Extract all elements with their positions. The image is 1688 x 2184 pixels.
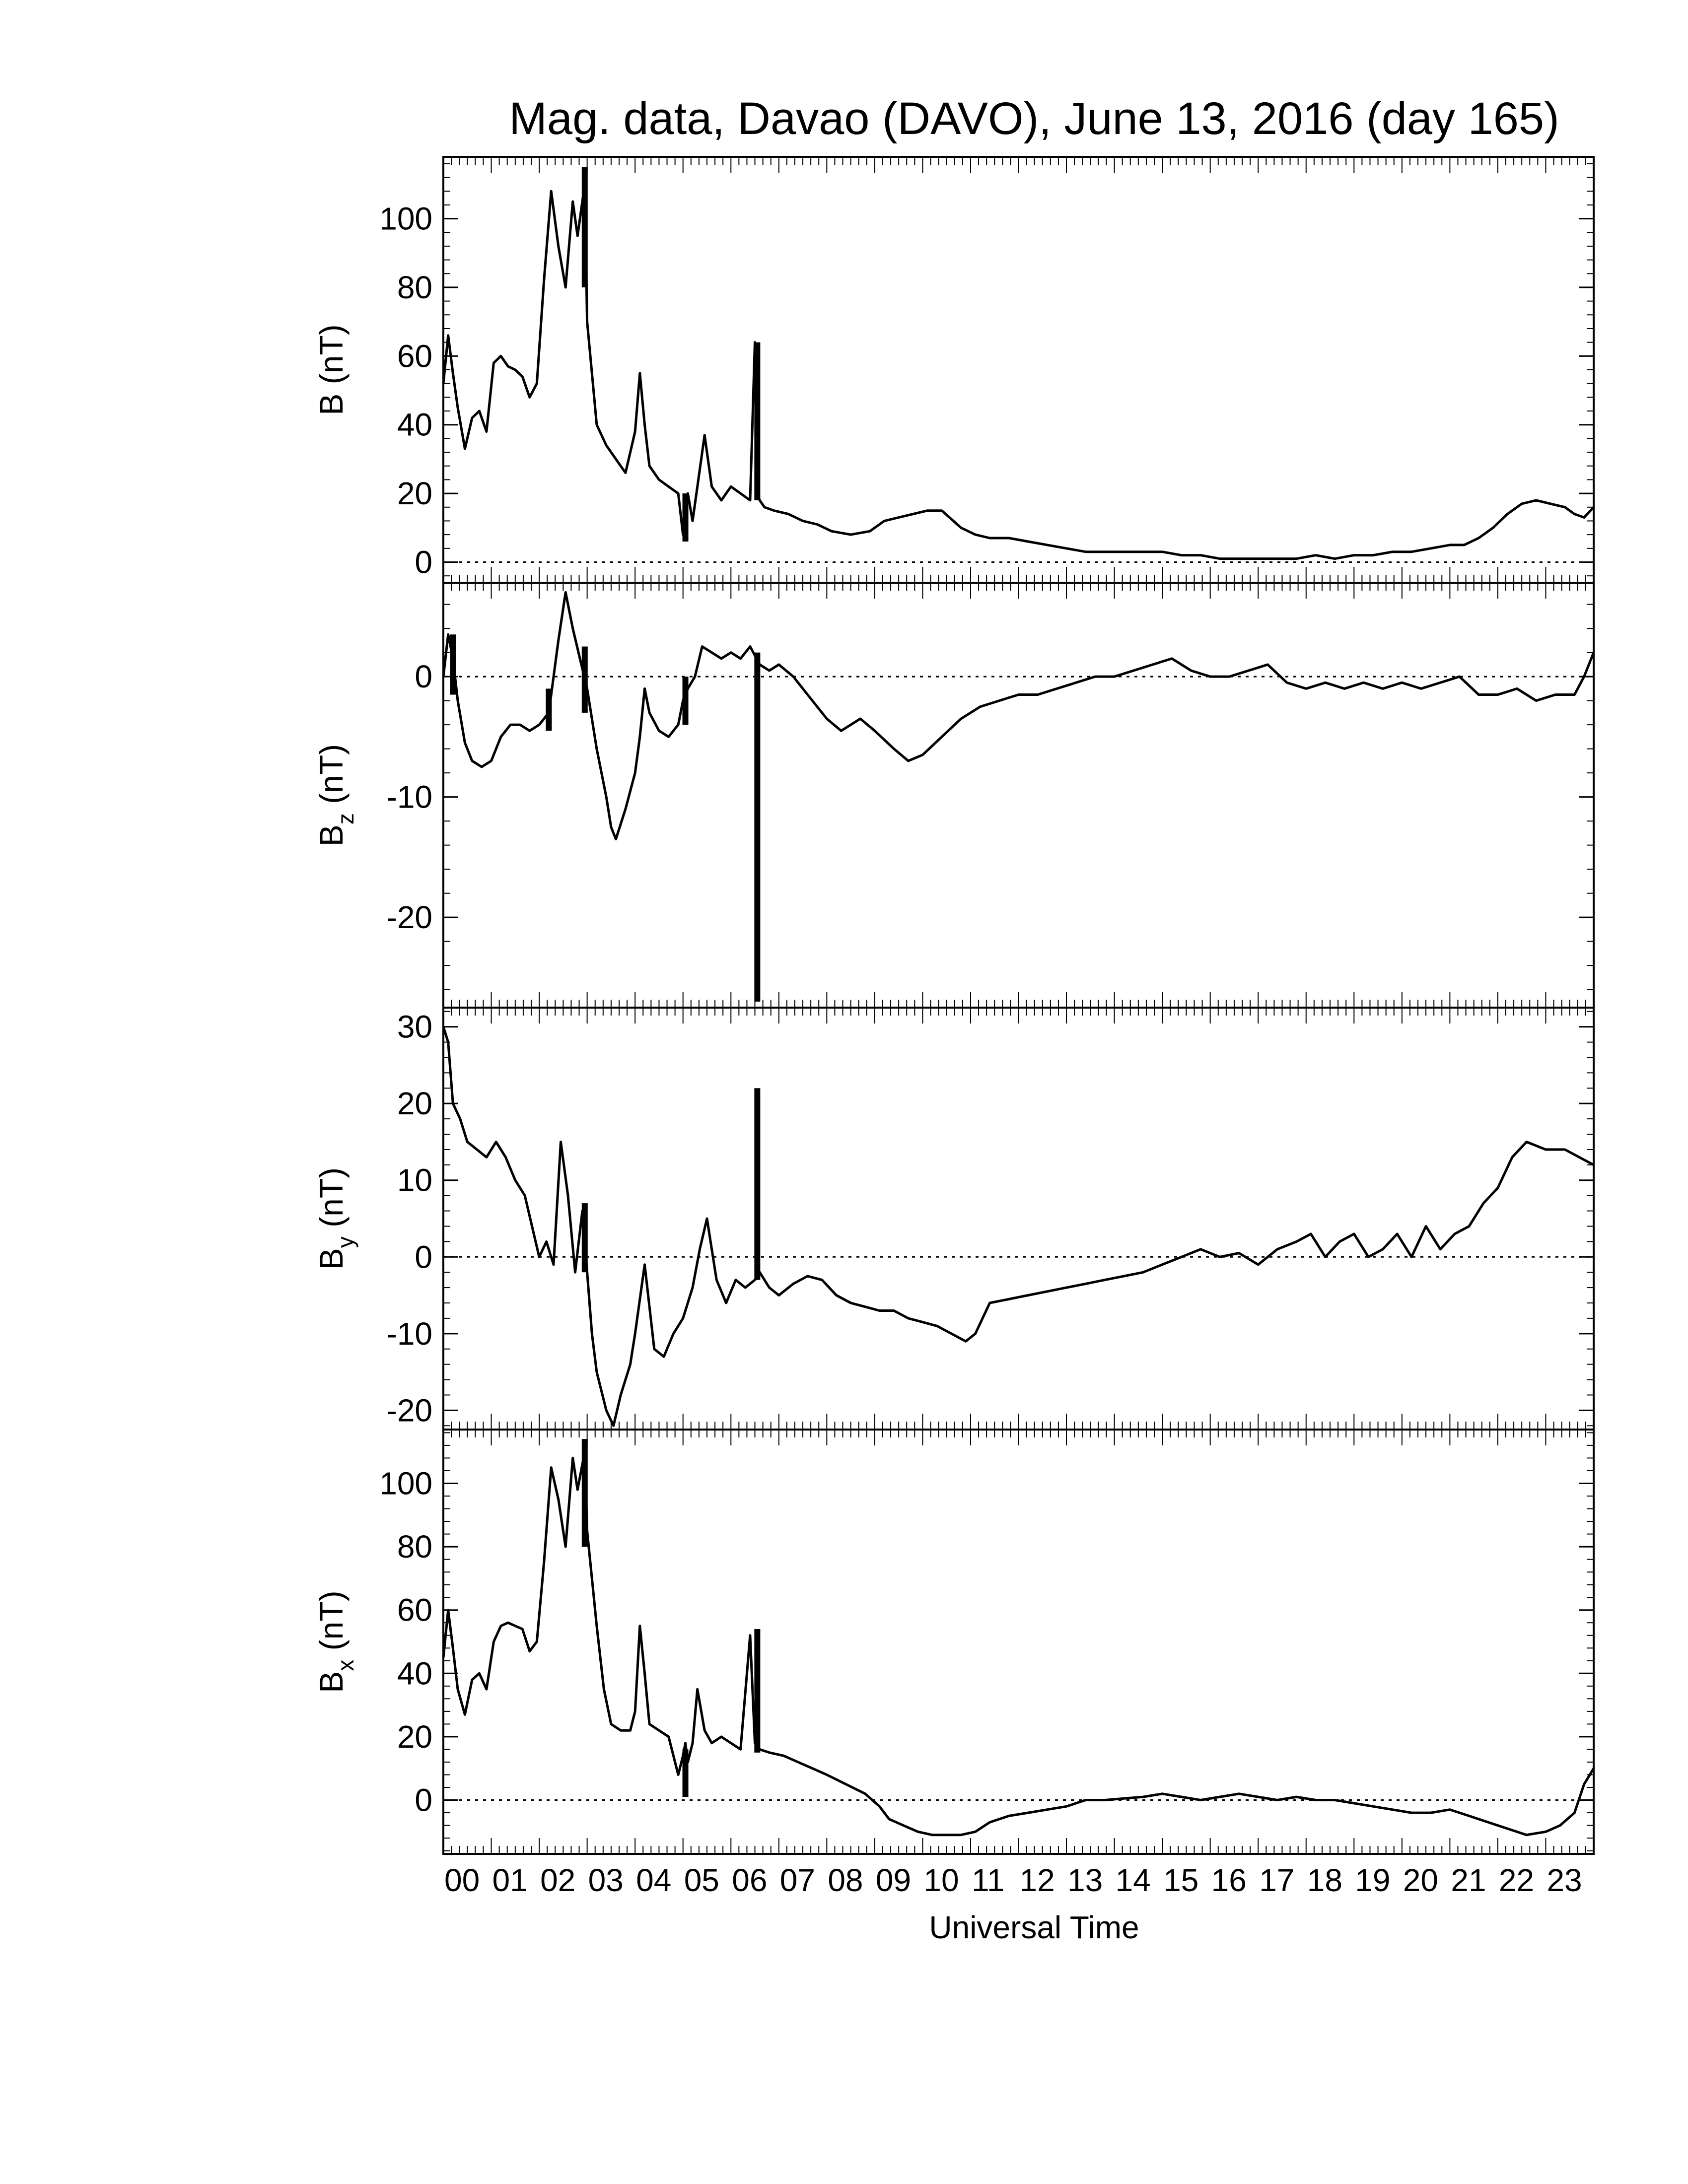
y-tick-label-By-5: 30 [397, 1009, 432, 1045]
y-tick-label-Bx-5: 100 [379, 1465, 432, 1501]
y-tick-label-Bx-3: 60 [397, 1592, 432, 1628]
x-tick-label-12: 12 [1020, 1862, 1055, 1898]
y-tick-label-Bz-0: 0 [415, 659, 432, 694]
y-axis-label-symbol: B [313, 394, 350, 415]
y-axis-label-unit: (nT) [313, 324, 350, 393]
y-tick-label-By-3: 10 [397, 1162, 432, 1198]
spike-By-1 [754, 1088, 761, 1280]
spike-Bz-0 [450, 634, 456, 695]
x-tick-label-10: 10 [923, 1862, 959, 1898]
x-tick-label-18: 18 [1307, 1862, 1342, 1898]
y-tick-label-By-4: 20 [397, 1086, 432, 1121]
x-tick-label-04: 04 [636, 1862, 671, 1898]
y-tick-label-Bx-4: 80 [397, 1529, 432, 1565]
y-tick-label-By-1: -10 [387, 1316, 433, 1352]
y-tick-label-B-0: 0 [415, 544, 432, 580]
x-tick-label-20: 20 [1403, 1862, 1438, 1898]
spike-B-2 [754, 342, 761, 500]
x-tick-label-05: 05 [684, 1862, 719, 1898]
x-tick-label-19: 19 [1355, 1862, 1390, 1898]
series-line-By [442, 1026, 1595, 1427]
y-axis-label-symbol: B [313, 1248, 350, 1270]
series-line-Bx [442, 1450, 1595, 1837]
x-tick-label-06: 06 [732, 1862, 767, 1898]
x-tick-label-14: 14 [1116, 1862, 1151, 1898]
spike-Bx-1 [682, 1749, 689, 1797]
panel-By: -20 -10 0 10 20 30 By (nT) [313, 1007, 1595, 1431]
x-tick-label-01: 01 [492, 1862, 528, 1898]
y-axis-label-B: B (nT) [313, 324, 350, 415]
y-tick-label-B-5: 100 [379, 201, 432, 237]
panel-frame-Bz [442, 582, 1595, 1009]
panel-Bz: 0 -10 -20 Bz (nT) [313, 582, 1595, 1009]
y-tick-label-B-2: 40 [397, 407, 432, 443]
x-tick-label-03: 03 [588, 1862, 624, 1898]
panel-frame-By [442, 1007, 1595, 1431]
y-axis-label-unit: (nT) [313, 1167, 350, 1236]
y-tick-label-By-2: 0 [415, 1239, 432, 1275]
y-axis-label-By: By (nT) [313, 1167, 358, 1270]
y-axis-label-symbol: B [313, 1671, 350, 1693]
x-tick-label-13: 13 [1067, 1862, 1103, 1898]
panel-frame-Bx [442, 1429, 1595, 1855]
y-tick-label-B-3: 60 [397, 338, 432, 374]
series-line-Bz [442, 591, 1595, 840]
x-tick-label-15: 15 [1163, 1862, 1198, 1898]
x-tick-label-11: 11 [972, 1862, 1004, 1898]
spike-Bz-3 [682, 677, 689, 725]
x-tick-label-02: 02 [540, 1862, 575, 1898]
y-tick-label-Bx-0: 0 [415, 1782, 432, 1818]
y-tick-label-By-0: -20 [387, 1392, 433, 1428]
y-tick-label-B-1: 20 [397, 476, 432, 511]
x-tick-label-17: 17 [1259, 1862, 1294, 1898]
series-line-B [442, 183, 1595, 560]
spike-B-0 [581, 167, 588, 287]
x-tick-label-07: 07 [780, 1862, 815, 1898]
x-tick-label-09: 09 [876, 1862, 911, 1898]
spike-Bz-4 [754, 652, 761, 1002]
x-tick-label-16: 16 [1211, 1862, 1247, 1898]
y-axis-label-symbol: B [313, 824, 350, 846]
y-axis-label-unit: (nT) [313, 744, 350, 813]
y-axis-label-subscript: y [333, 1236, 358, 1248]
y-axis-label-unit: (nT) [313, 1590, 350, 1659]
y-axis-label-subscript: z [333, 813, 358, 824]
spike-Bz-1 [546, 688, 552, 731]
chart-title: Mag. data, Davao (DAVO), June 13, 2016 (… [509, 93, 1559, 144]
panel-Bx: 0 20 40 60 80 100 Bx (nT) [313, 1429, 1595, 1855]
spike-Bx-2 [754, 1629, 761, 1753]
panel-B: 0 20 40 60 80 100 B (nT) [313, 156, 1595, 584]
x-tick-label-23: 23 [1547, 1862, 1582, 1898]
y-tick-label-Bx-1: 20 [397, 1719, 432, 1755]
x-tick-labels: 00 01 02 03 04 05 06 07 08 09 10 11 12 13 14 15 16 17 18 19… [444, 1862, 1582, 1898]
y-axis-label-Bz: Bz (nT) [313, 744, 358, 846]
y-tick-label-Bz-1: -10 [387, 779, 433, 815]
x-axis-label: Universal Time [929, 1910, 1139, 1945]
x-tick-label-08: 08 [828, 1862, 863, 1898]
x-tick-label-22: 22 [1499, 1862, 1534, 1898]
y-tick-label-Bx-2: 40 [397, 1655, 432, 1691]
spike-By-0 [581, 1203, 588, 1273]
spike-Bz-2 [581, 646, 588, 713]
x-tick-label-21: 21 [1451, 1862, 1486, 1898]
y-tick-label-Bz-2: -20 [387, 899, 433, 935]
panel-frame-B [442, 156, 1595, 584]
spike-B-1 [682, 493, 689, 542]
y-axis-label-subscript: x [333, 1660, 358, 1671]
spike-Bx-0 [581, 1439, 588, 1547]
y-axis-label-Bx: Bx (nT) [313, 1590, 358, 1693]
y-tick-label-B-4: 80 [397, 270, 432, 305]
x-tick-label-00: 00 [444, 1862, 480, 1898]
